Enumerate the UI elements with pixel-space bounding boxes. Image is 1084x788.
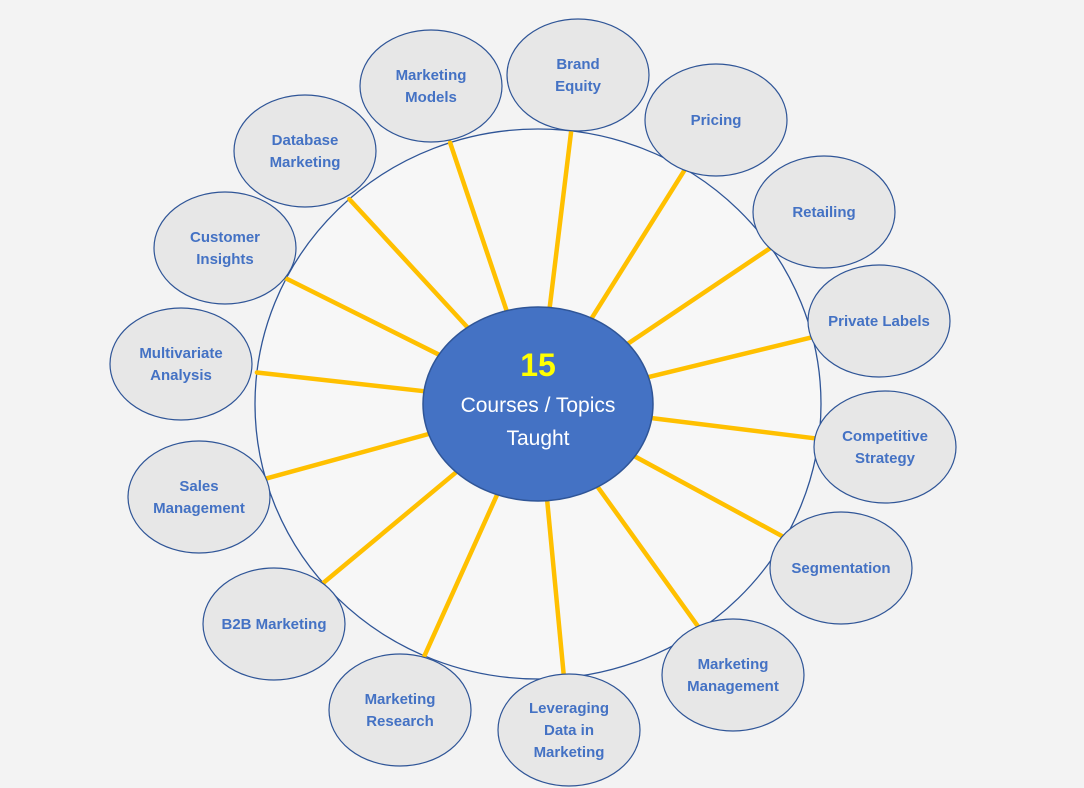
topic-label-line: Pricing [691, 112, 742, 129]
hub-count: 15 [520, 347, 556, 383]
topic-bubble-shape [153, 191, 297, 305]
topic-bubble-marketing-models: Marketing Models [359, 29, 503, 143]
spoke-private-labels [646, 334, 815, 380]
spoke-competitive-strategy [649, 415, 821, 442]
topic-label-line: Management [687, 678, 779, 695]
topic-label-line: Analysis [150, 367, 212, 384]
topic-label-line: Marketing [698, 656, 769, 673]
topic-label-line: Marketing [396, 67, 467, 84]
topic-bubble-private-labels: Private Labels [807, 264, 951, 378]
topic-bubble-shape [506, 18, 650, 132]
topic-label-line: Sales [179, 478, 218, 495]
topic-label-line: Research [366, 713, 434, 730]
topic-label-line: Strategy [855, 450, 916, 467]
topic-bubble-shape [661, 618, 805, 732]
topic-bubble-shape [127, 440, 271, 554]
topic-bubble-b2b-marketing: B2B Marketing [202, 567, 346, 681]
topic-bubble-shape [328, 653, 472, 767]
topic-label-line: Models [405, 89, 457, 106]
topic-bubble-database-marketing: Database Marketing [233, 94, 377, 208]
topic-label-line: Insights [196, 251, 254, 268]
topic-label-line: Marketing [270, 154, 341, 171]
topic-label-line: Competitive [842, 428, 928, 445]
topic-label-line: Marketing [365, 691, 436, 708]
spoke-b2b-marketing [320, 469, 459, 586]
topic-label-line: B2B Marketing [221, 616, 326, 633]
spoke-multivariate-analysis [254, 370, 427, 394]
topic-bubble-sales-management: Sales Management [127, 440, 271, 554]
topic-bubble-customer-insights: Customer Insights [153, 191, 297, 305]
topic-label-line: Equity [555, 78, 601, 95]
topic-label-line: Multivariate [139, 345, 222, 362]
spoke-leveraging-data-in-marketing [544, 498, 567, 681]
topic-bubble-shape [644, 63, 788, 177]
spoke-marketing-models [447, 140, 509, 313]
spoke-segmentation [632, 454, 788, 541]
topic-label-line: Management [153, 500, 245, 517]
topic-bubble-leveraging-data-in-marketing: Leveraging Data in Marketing [497, 673, 641, 787]
topic-label-line: Private Labels [828, 313, 930, 330]
hub-label-line: Courses / Topics [461, 394, 616, 417]
topic-bubble-shape [752, 155, 896, 269]
topic-label-line: Database [272, 132, 339, 149]
spoke-marketing-research [422, 492, 500, 659]
topic-label-line: Brand [556, 56, 599, 73]
topic-bubble-brand-equity: Brand Equity [506, 18, 650, 132]
topic-label-line: Customer [190, 229, 260, 246]
topic-label-line: Leveraging [529, 700, 609, 717]
spoke-database-marketing [347, 196, 470, 330]
topic-bubble-shape [202, 567, 346, 681]
topic-bubble-shape [813, 390, 957, 504]
central-hub [422, 306, 654, 502]
hub-label-line: Taught [506, 427, 569, 450]
topic-bubble-multivariate-analysis: Multivariate Analysis [109, 307, 253, 421]
topic-label-line: Segmentation [791, 560, 890, 577]
spoke-sales-management [263, 431, 431, 481]
topic-bubble-shape [807, 264, 951, 378]
spoke-customer-insights [283, 276, 442, 357]
topic-label-line: Data in [544, 722, 594, 739]
topic-bubble-shape [109, 307, 253, 421]
topic-bubble-shape [769, 511, 913, 625]
topic-bubble-shape [497, 673, 641, 787]
topic-bubble-pricing: Pricing [644, 63, 788, 177]
spoke-marketing-management [595, 484, 703, 632]
spoke-retailing [625, 245, 774, 346]
spoke-pricing [589, 166, 688, 321]
topic-bubble-marketing-management: Marketing Management [661, 618, 805, 732]
topic-bubble-shape [233, 94, 377, 208]
topic-bubble-segmentation: Segmentation [769, 511, 913, 625]
topic-bubble-marketing-research: Marketing Research [328, 653, 472, 767]
topic-label-line: Retailing [792, 204, 855, 221]
spoke-brand-equity [547, 128, 574, 310]
topic-bubble-shape [359, 29, 503, 143]
topic-bubble-competitive-strategy: Competitive Strategy [813, 390, 957, 504]
topic-label-line: Marketing [534, 744, 605, 761]
topic-bubble-retailing: Retailing [752, 155, 896, 269]
